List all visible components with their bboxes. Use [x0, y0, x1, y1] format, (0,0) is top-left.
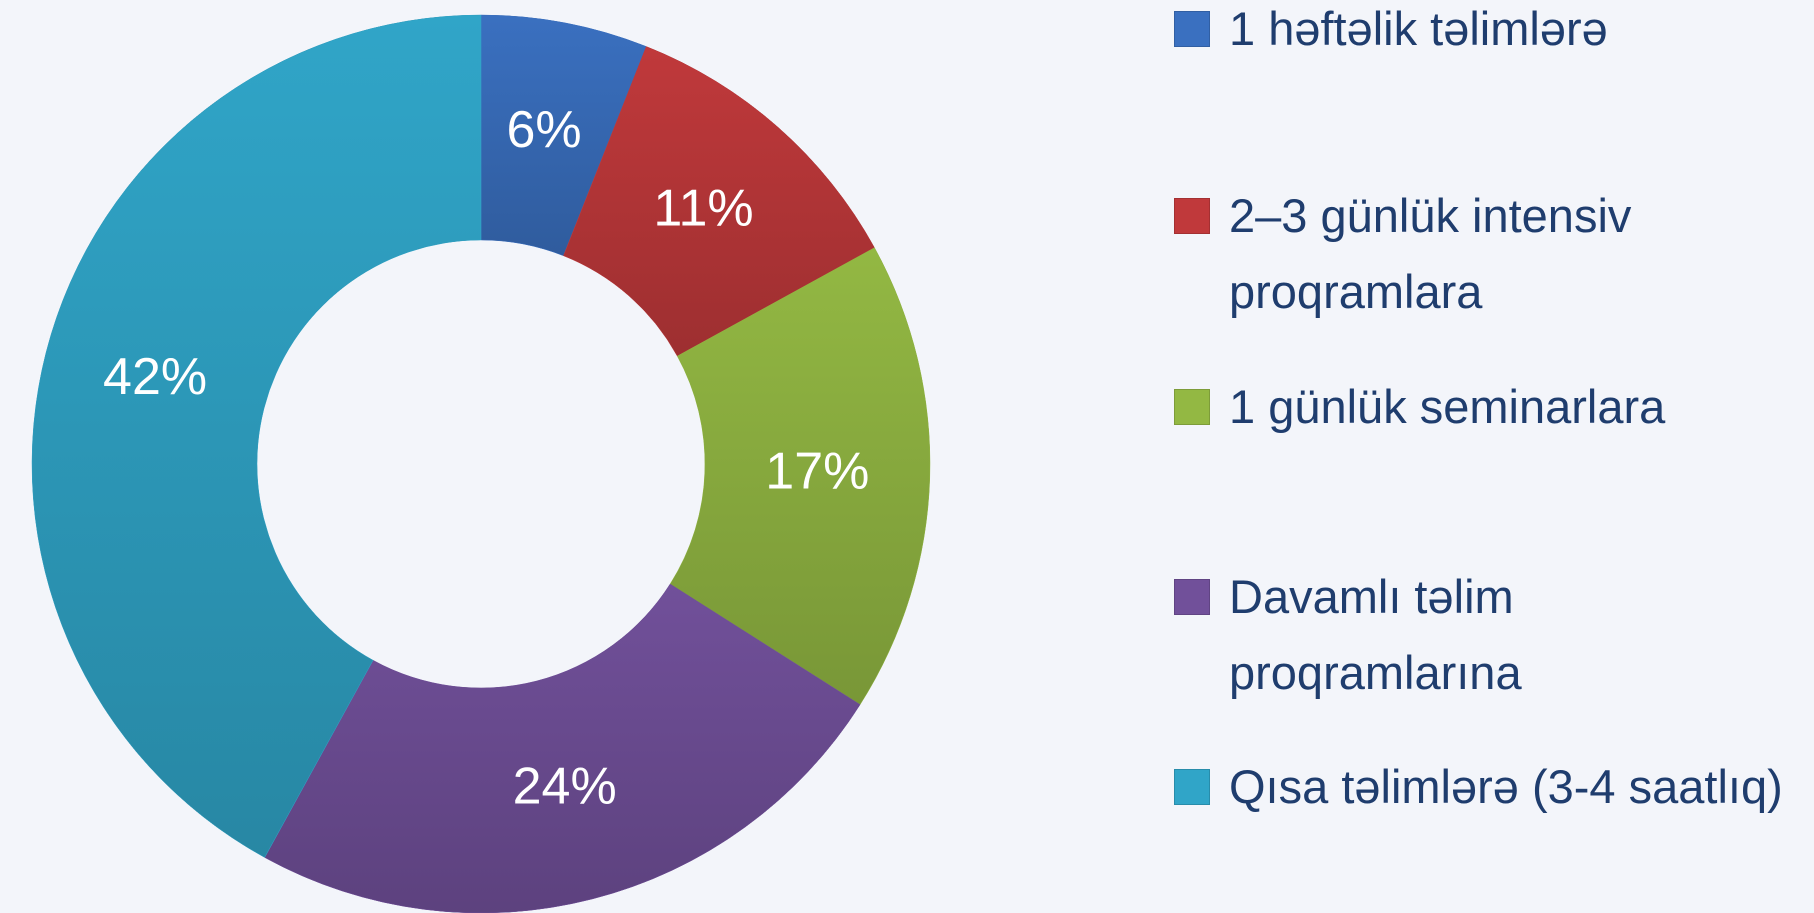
slice-label: 24%: [513, 758, 617, 816]
legend-label: 2–3 günlük intensiv proqramlara: [1229, 189, 1632, 318]
slice: [264, 583, 861, 913]
slice: [563, 46, 875, 357]
legend-swatch: [1174, 389, 1210, 425]
slice-label: 17%: [765, 442, 869, 500]
slice-label: 42%: [103, 348, 207, 406]
slice: [31, 14, 482, 858]
legend-swatch: [1174, 769, 1210, 805]
slice: [669, 247, 931, 705]
slice-label: 11%: [653, 179, 753, 237]
legend-swatch: [1174, 579, 1210, 615]
legend-label: Davamlı təlim proqramlarına: [1229, 570, 1522, 699]
legend-label: Qısa təlimlərə (3-4 saatlıq): [1229, 760, 1783, 813]
legend-label: 1 günlük seminarlara: [1229, 380, 1666, 433]
legend-swatch: [1174, 11, 1210, 47]
donut-hole: [257, 240, 705, 688]
legend-label: 1 həftəlik təlimlərə: [1229, 2, 1608, 55]
legend-swatch: [1174, 198, 1210, 234]
slice-label: 6%: [506, 101, 581, 159]
